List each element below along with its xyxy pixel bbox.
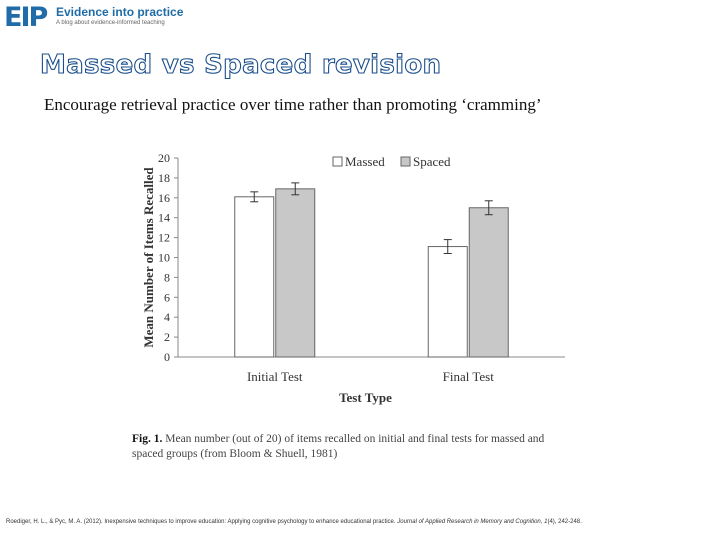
y-tick-label: 20 [158, 151, 170, 165]
caption-label: Fig. 1. [132, 433, 163, 445]
y-tick-label: 0 [164, 350, 170, 364]
y-tick-label: 2 [164, 330, 170, 344]
y-tick-label: 16 [158, 191, 170, 205]
logo-subtitle: A blog about evidence-informed teaching [56, 20, 165, 26]
figure-caption: Fig. 1. Mean number (out of 20) of items… [132, 432, 572, 462]
site-logo[interactable]: EIP Evidence into practice A blog about … [4, 3, 183, 33]
bar-spaced-1 [468, 207, 509, 358]
slide-title: Massed vs Spaced revision [39, 49, 442, 80]
bar-massed-1 [427, 246, 468, 358]
y-tick-label: 4 [164, 310, 170, 324]
x-tick-label: Initial Test [247, 369, 303, 384]
y-tick-label: 12 [158, 231, 170, 245]
bar-massed-0 [234, 196, 275, 358]
x-axis-label: Test Type [339, 390, 392, 405]
legend-swatch-spaced [400, 156, 411, 167]
y-axis-label: Mean Number of Items Recalled [141, 167, 156, 348]
y-tick-label: 8 [164, 270, 170, 284]
reference-text: Roediger, H. L., & Pyc, M. A. (2012). In… [6, 519, 396, 525]
y-tick-label: 18 [158, 171, 170, 185]
slide-subtitle: Encourage retrieval practice over time r… [44, 95, 542, 114]
bar-spaced-0 [275, 188, 316, 358]
x-tick-label: Final Test [443, 369, 495, 384]
logo-text: Evidence into practice A blog about evid… [56, 5, 183, 27]
legend-label-massed: Massed [345, 154, 385, 169]
legend-swatch-massed [332, 156, 343, 167]
y-tick-label: 6 [164, 290, 170, 304]
reference-journal: Journal of Applied Research in Memory an… [397, 519, 548, 525]
y-tick-label: 10 [158, 251, 170, 265]
caption-text: Mean number (out of 20) of items recalle… [132, 433, 545, 460]
eip-logo-mark: EIP [4, 2, 48, 33]
legend-label-spaced: Spaced [413, 154, 451, 169]
y-tick-label: 14 [158, 211, 170, 225]
reference-citation: Roediger, H. L., & Pyc, M. A. (2012). In… [6, 517, 706, 527]
reference-pages: (4), 242-248. [547, 519, 582, 525]
logo-title: Evidence into practice [56, 5, 184, 19]
